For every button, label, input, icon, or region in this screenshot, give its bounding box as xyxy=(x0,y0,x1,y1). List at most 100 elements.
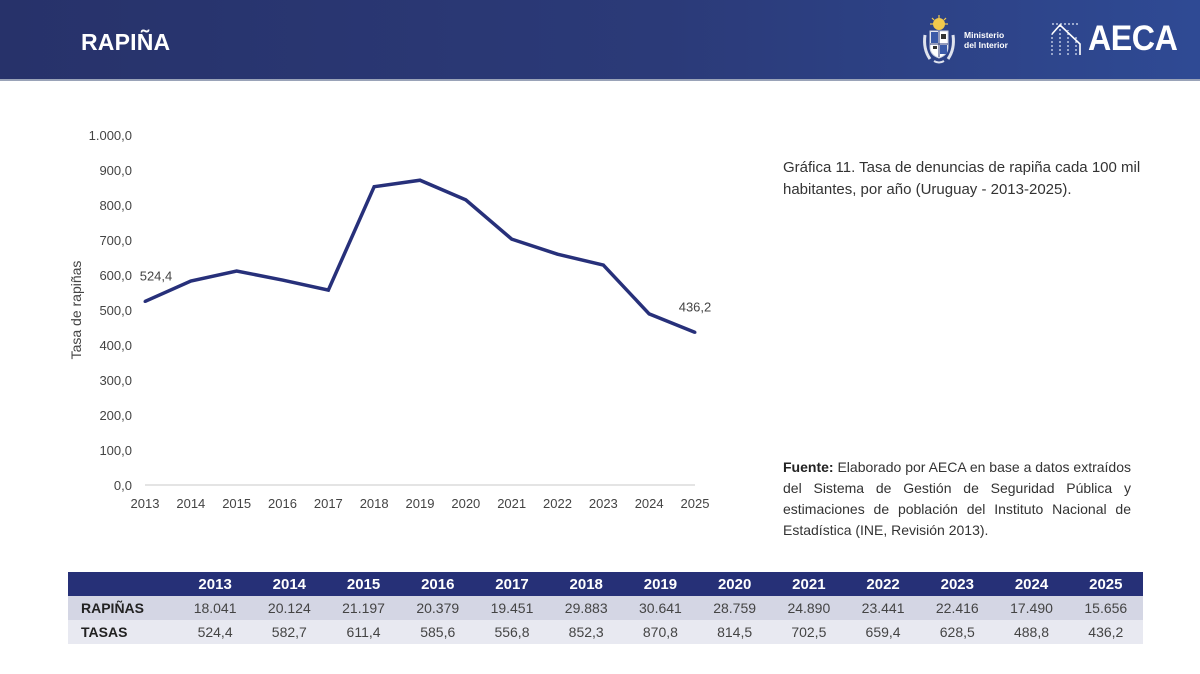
data-point-2014 xyxy=(189,279,193,283)
table-cell: 17.490 xyxy=(994,596,1069,620)
data-point-2019 xyxy=(418,178,422,182)
data-point-2022 xyxy=(556,252,559,256)
y-tick-label: 200,0 xyxy=(99,408,132,423)
y-tick-label: 700,0 xyxy=(99,233,132,248)
table-header-cell: 2018 xyxy=(549,572,624,596)
table-header-cell: 2013 xyxy=(178,572,253,596)
y-tick-label: 800,0 xyxy=(99,198,132,213)
table-cell: 870,8 xyxy=(623,620,698,644)
y-axis-ticks: 0,0 100,0 200,0 300,0 400,0 500,0 600,0 700,0 80… xyxy=(89,128,132,493)
y-tick-label: 600,0 xyxy=(99,268,132,283)
table-cell: 20.124 xyxy=(252,596,327,620)
ministerio-line1: Ministerio xyxy=(964,30,1005,40)
x-tick-label: 2017 xyxy=(314,496,343,511)
x-tick-label: 2024 xyxy=(635,496,664,511)
table-header-cell: 2025 xyxy=(1068,572,1143,596)
source-label: Fuente: xyxy=(783,459,834,475)
y-tick-label: 400,0 xyxy=(99,338,132,353)
series-points xyxy=(143,178,697,334)
table-header-cell: 2017 xyxy=(474,572,550,596)
table-cell: 22.416 xyxy=(920,596,995,620)
table-cell: 20.379 xyxy=(400,596,475,620)
table-header-cell: 2016 xyxy=(400,572,475,596)
table-cell: 436,2 xyxy=(1068,620,1143,644)
table-cell: 556,8 xyxy=(474,620,550,644)
data-label-2025: 436,2 xyxy=(679,299,712,314)
table-cell: 19.451 xyxy=(474,596,550,620)
table-cell: 23.441 xyxy=(845,596,921,620)
table-cell: 628,5 xyxy=(920,620,995,644)
table-header-cell: 2019 xyxy=(623,572,698,596)
data-point-2020 xyxy=(464,198,468,202)
data-point-2016 xyxy=(281,278,284,282)
x-axis-ticks: 2013 2014 2015 2016 2017 2018 2019 2020 2021 2022… xyxy=(131,496,710,511)
x-tick-label: 2025 xyxy=(681,496,710,511)
chart-caption: Gráfica 11. Tasa de denuncias de rapiña … xyxy=(783,159,1141,198)
y-tick-label: 1.000,0 xyxy=(89,128,132,143)
data-point-2025 xyxy=(693,330,697,334)
x-tick-label: 2013 xyxy=(131,496,160,511)
table-header-cell: 2024 xyxy=(994,572,1069,596)
source-text: Elaborado por AECA en base a datos extra… xyxy=(783,459,1131,538)
data-labels: 524,4 436,2 xyxy=(140,268,712,314)
table-cell: 702,5 xyxy=(771,620,846,644)
table-header-cell: 2020 xyxy=(697,572,772,596)
data-point-2021 xyxy=(510,237,514,241)
x-tick-label: 2023 xyxy=(589,496,618,511)
source-note: Fuente: Elaborado por AECA en base a dat… xyxy=(783,457,1131,541)
data-point-2015 xyxy=(235,269,239,273)
y-axis-title: Tasa de rapiñas xyxy=(68,261,84,360)
table-row-tasas: TASAS 524,4 582,7 611,4 585,6 556,8 852,… xyxy=(68,620,1143,644)
aeca-logo: AECA xyxy=(1050,20,1185,58)
table-cell: 524,4 xyxy=(178,620,253,644)
uruguay-coat-of-arms-icon xyxy=(923,15,955,64)
y-tick-label: 0,0 xyxy=(114,478,132,493)
table-cell: 15.656 xyxy=(1068,596,1143,620)
data-point-2018 xyxy=(372,185,376,189)
data-point-2023 xyxy=(601,263,605,267)
data-point-2013 xyxy=(143,299,147,303)
table-cell: 488,8 xyxy=(994,620,1069,644)
aeca-wordmark: AECA xyxy=(1088,19,1178,58)
table-cell: 582,7 xyxy=(252,620,327,644)
table-cell: 18.041 xyxy=(178,596,253,620)
x-tick-label: 2020 xyxy=(451,496,480,511)
table-header-cell: 2015 xyxy=(326,572,401,596)
table-cell: 21.197 xyxy=(326,596,401,620)
aeca-building-icon xyxy=(1051,23,1081,55)
table-header-row: 2013 2014 2015 2016 2017 2018 2019 2020 … xyxy=(68,572,1143,596)
y-tick-label: 500,0 xyxy=(99,303,132,318)
table-cell: 29.883 xyxy=(549,596,624,620)
data-point-2024 xyxy=(647,312,651,316)
table-row-rapinas: RAPIÑAS 18.041 20.124 21.197 20.379 19.4… xyxy=(68,596,1143,620)
x-tick-label: 2015 xyxy=(222,496,251,511)
row-label: TASAS xyxy=(68,620,178,644)
ministerio-line2: del Interior xyxy=(964,40,1008,50)
data-label-2013: 524,4 xyxy=(140,268,173,283)
table-header-cell: 2022 xyxy=(845,572,921,596)
page-title: RAPIÑA xyxy=(81,29,171,55)
x-tick-label: 2019 xyxy=(406,496,435,511)
x-tick-label: 2016 xyxy=(268,496,297,511)
table-header-cell: 2021 xyxy=(771,572,846,596)
ministerio-logo: Ministerio del Interior xyxy=(920,14,1008,66)
table-cell: 852,3 xyxy=(549,620,624,644)
series-line-tasa xyxy=(144,178,696,334)
table-cell: 611,4 xyxy=(326,620,401,644)
header-banner: RAPIÑA Ministerio del Interior xyxy=(0,0,1200,81)
table-header-cell xyxy=(68,572,178,596)
table-header-cell: 2014 xyxy=(252,572,327,596)
y-tick-label: 300,0 xyxy=(99,373,132,388)
table-cell: 28.759 xyxy=(697,596,772,620)
row-label: RAPIÑAS xyxy=(68,596,178,620)
x-tick-label: 2018 xyxy=(360,496,389,511)
x-tick-label: 2021 xyxy=(497,496,526,511)
table-cell: 585,6 xyxy=(400,620,475,644)
y-tick-label: 900,0 xyxy=(99,163,132,178)
data-point-2017 xyxy=(326,288,330,292)
table-cell: 24.890 xyxy=(771,596,846,620)
x-tick-label: 2022 xyxy=(543,496,572,511)
y-tick-label: 100,0 xyxy=(99,443,132,458)
table-cell: 659,4 xyxy=(845,620,921,644)
